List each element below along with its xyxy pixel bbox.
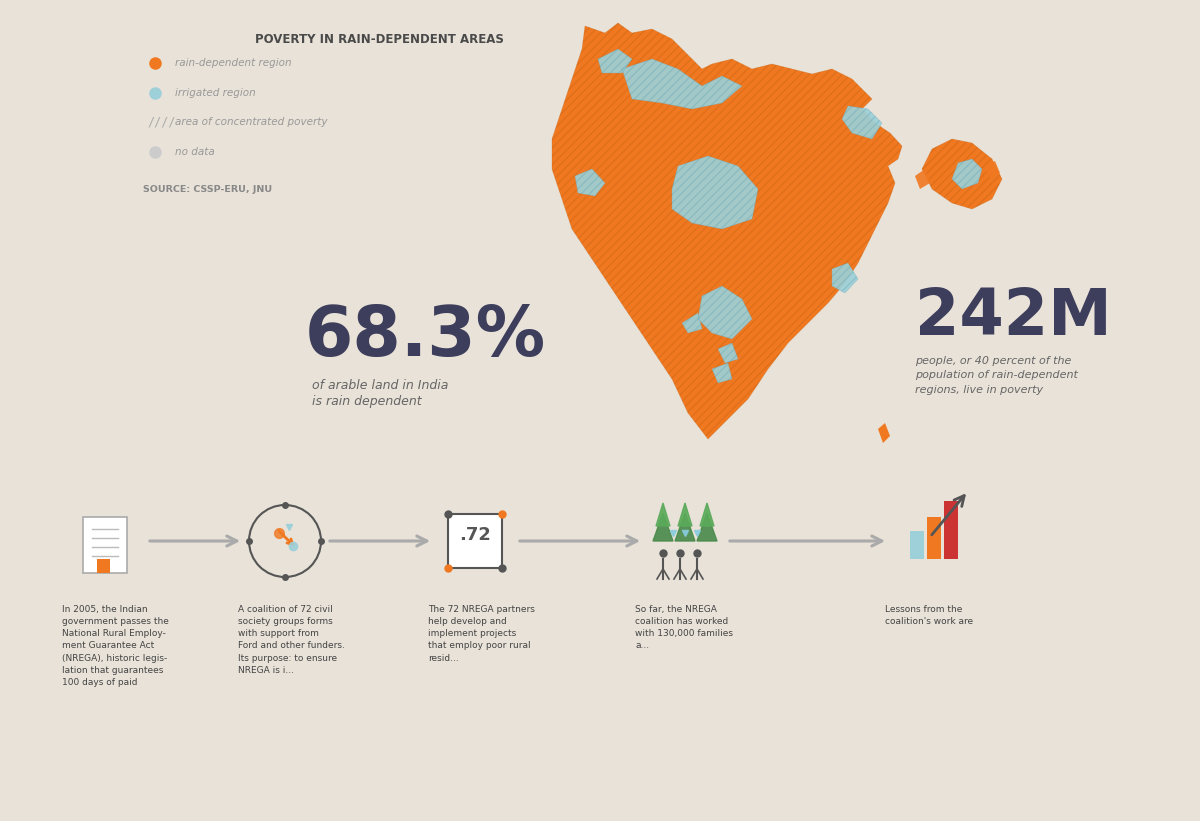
Polygon shape	[916, 169, 930, 189]
Polygon shape	[682, 313, 702, 333]
Bar	[944, 501, 958, 559]
Polygon shape	[952, 159, 982, 189]
Text: 68.3%: 68.3%	[305, 303, 546, 370]
Polygon shape	[985, 161, 1000, 179]
Text: SOURCE: CSSP-ERU, JNU: SOURCE: CSSP-ERU, JNU	[143, 185, 272, 194]
Polygon shape	[712, 363, 732, 383]
Polygon shape	[697, 513, 716, 541]
Text: .72: .72	[460, 526, 491, 544]
Polygon shape	[622, 59, 742, 109]
Text: area of concentrated poverty: area of concentrated poverty	[175, 117, 328, 127]
Text: The 72 NREGA partners
help develop and
implement projects
that employ poor rural: The 72 NREGA partners help develop and i…	[428, 605, 535, 663]
Polygon shape	[878, 423, 890, 443]
Polygon shape	[842, 106, 882, 139]
Text: In 2005, the Indian
government passes the
National Rural Employ-
ment Guarantee : In 2005, the Indian government passes th…	[62, 605, 169, 687]
Text: Lessons from the
coalition's work are: Lessons from the coalition's work are	[886, 605, 973, 626]
Polygon shape	[656, 503, 670, 526]
Bar	[928, 517, 941, 559]
Bar	[910, 531, 924, 559]
Polygon shape	[674, 513, 695, 541]
FancyBboxPatch shape	[83, 517, 127, 573]
Text: of arable land in India: of arable land in India	[312, 379, 449, 392]
Text: POVERTY IN RAIN-DEPENDENT AREAS: POVERTY IN RAIN-DEPENDENT AREAS	[254, 33, 504, 46]
Text: So far, the NREGA
coalition has worked
with 130,000 families
a...: So far, the NREGA coalition has worked w…	[635, 605, 733, 650]
Polygon shape	[832, 263, 858, 293]
Text: is rain dependent: is rain dependent	[312, 395, 421, 408]
Polygon shape	[718, 343, 738, 363]
Text: A coalition of 72 civil
society groups forms
with support from
Ford and other fu: A coalition of 72 civil society groups f…	[238, 605, 344, 675]
Text: 242M: 242M	[916, 286, 1111, 348]
Polygon shape	[653, 513, 673, 541]
Text: rain-dependent region: rain-dependent region	[175, 58, 292, 68]
Polygon shape	[700, 503, 714, 526]
Polygon shape	[698, 286, 752, 339]
Polygon shape	[922, 139, 1002, 209]
Polygon shape	[575, 169, 605, 196]
Polygon shape	[552, 23, 902, 439]
Polygon shape	[672, 156, 758, 229]
Polygon shape	[598, 49, 632, 73]
Polygon shape	[678, 503, 692, 526]
Text: people, or 40 percent of the
population of rain-dependent
regions, live in pover: people, or 40 percent of the population …	[916, 356, 1078, 395]
Text: irrigated region: irrigated region	[175, 88, 256, 98]
Bar	[97, 559, 110, 573]
Text: ////: ////	[148, 116, 175, 129]
Text: no data: no data	[175, 146, 215, 157]
